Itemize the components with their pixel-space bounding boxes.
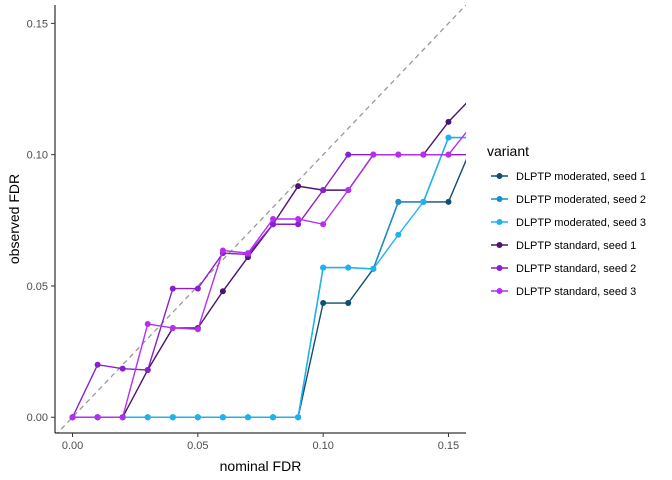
data-point [395,231,402,238]
legend-label: DLPTP moderated, seed 1 [516,171,646,183]
data-point [169,324,176,331]
data-point [445,198,452,205]
series-4 [69,93,477,421]
legend-label: DLPTP standard, seed 3 [516,286,636,298]
axes: 0.00 0.05 0.10 0.15 0.00 0.05 0.10 0.15 [27,5,466,452]
legend-label: DLPTP moderated, seed 3 [516,217,646,229]
legend-label: DLPTP standard, seed 2 [516,263,636,275]
data-point [345,151,352,158]
data-point [471,120,477,126]
data-point [445,118,452,125]
data-point [295,183,302,190]
reference-line-identity [56,5,466,433]
data-point [270,216,277,222]
series-2 [69,134,477,421]
data-point [270,221,277,228]
data-point [295,221,302,228]
series-1 [69,140,477,421]
data-point [420,198,427,205]
legend-label: DLPTP moderated, seed 2 [516,194,646,206]
data-point [320,264,327,271]
series-line [72,136,466,418]
x-tick-label: 0.15 [438,440,459,452]
data-point [244,414,251,421]
data-point [345,187,352,194]
y-axis-title: observed FDR [6,174,22,264]
data-point [345,300,352,307]
series-line [72,158,466,418]
plot-area [56,5,477,433]
data-point [270,414,277,421]
data-point [471,93,477,99]
data-point [471,135,477,141]
legend-key-point [496,173,503,179]
data-point [370,151,377,158]
legend-key-point [496,288,503,294]
data-point [244,250,251,257]
legend-item-5: DLPTP standard, seed 2 [491,263,636,275]
data-point [144,414,151,421]
series-line [72,136,466,418]
data-point [194,414,201,421]
legend-title: variant [487,143,529,159]
data-point [445,151,452,158]
data-point [320,300,327,307]
y-tick-label: 0.10 [27,150,48,162]
legend-key-point [496,242,503,248]
legend-key-point [496,196,503,202]
data-point [219,414,226,421]
data-point [94,414,101,421]
data-point [219,247,226,254]
legend-item-1: DLPTP moderated, seed 1 [491,171,646,183]
data-point [119,414,126,421]
data-point [471,152,477,158]
series-3 [69,134,477,421]
legend-item-6: DLPTP standard, seed 3 [491,286,636,298]
data-point [144,366,151,373]
data-point [370,265,377,272]
data-point [144,321,151,328]
data-point [471,135,477,141]
data-point [94,361,101,368]
data-point [445,134,452,141]
series-5 [69,151,477,421]
legend-item-2: DLPTP moderated, seed 2 [491,194,646,206]
data-point [320,221,327,228]
y-tick-label: 0.00 [27,412,48,424]
x-axis-title: nominal FDR [220,458,302,474]
y-tick-label: 0.15 [27,18,48,30]
data-point [345,264,352,271]
data-point [395,151,402,158]
x-tick-label: 0.05 [187,440,208,452]
data-point [219,288,226,295]
data-point [420,151,427,158]
data-point [194,285,201,292]
data-point [320,187,327,194]
plot-panel [56,5,477,433]
data-point [295,414,302,421]
legend-key-point [496,219,503,225]
x-tick-label: 0.00 [62,440,83,452]
data-point [69,414,76,421]
legend-item-3: DLPTP moderated, seed 3 [491,217,646,229]
data-point [119,365,126,372]
series-6 [69,120,477,421]
legend-key-point [496,265,503,271]
data-point [194,326,201,333]
data-point [471,140,477,146]
data-point [395,198,402,205]
legend-item-4: DLPTP standard, seed 1 [491,240,636,252]
data-point [169,285,176,292]
series-line [72,131,466,418]
data-point [169,414,176,421]
legend: variant DLPTP moderated, seed 1 DLPTP mod… [487,143,646,298]
y-tick-label: 0.05 [27,281,48,293]
legend-label: DLPTP standard, seed 1 [516,240,636,252]
data-point [295,216,302,222]
x-tick-label: 0.10 [312,440,333,452]
